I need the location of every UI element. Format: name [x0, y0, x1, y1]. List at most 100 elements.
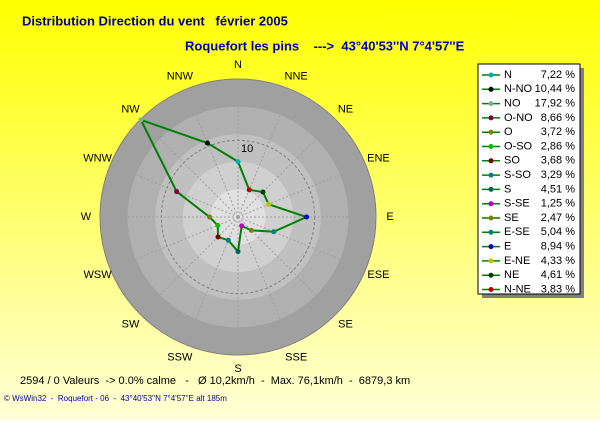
rose-point — [204, 140, 210, 146]
spoke — [110, 163, 239, 218]
legend-value: 8,66 % — [541, 112, 575, 124]
direction-label: E — [386, 211, 393, 223]
legend-name: E — [504, 241, 511, 253]
rose-point — [246, 187, 252, 193]
rose-point — [215, 222, 221, 228]
legend-marker — [488, 144, 494, 149]
legend-marker — [488, 186, 494, 192]
direction-label: W — [81, 211, 92, 223]
legend-marker — [488, 215, 494, 221]
legend-marker — [488, 72, 494, 78]
legend-name: S-SE — [504, 198, 530, 210]
rose-point — [225, 237, 231, 243]
legend-name: SO — [504, 155, 520, 167]
legend-marker — [488, 158, 494, 164]
chart-subtitle: Roquefort les pins ---> 43°40'53''N 7°4'… — [185, 38, 465, 53]
spoke — [237, 216, 366, 271]
legend-marker — [488, 201, 494, 207]
legend-value: 5,04 % — [541, 226, 575, 238]
chart-title: Distribution Direction du vent février 2… — [22, 13, 288, 28]
legend-name: N — [504, 69, 512, 81]
legend-name: SE — [504, 212, 519, 224]
legend-value: 2,86 % — [541, 140, 575, 152]
direction-label: SSE — [285, 351, 307, 363]
direction-label: ENE — [367, 153, 390, 165]
spoke — [184, 89, 239, 218]
legend-marker — [488, 244, 494, 250]
legend-value: 17,92 % — [535, 98, 576, 110]
rose: N NNW NW WNW W WSW SW SSW S SSE SE ESE E ENE NE NNE 10 — [81, 59, 394, 375]
rose-point — [235, 159, 241, 165]
rose-point — [266, 201, 272, 207]
legend-value: 4,61 % — [541, 269, 575, 281]
legend-value: 3,68 % — [541, 155, 575, 167]
legend-name: NO — [504, 98, 521, 110]
direction-label: ESE — [367, 269, 389, 281]
legend-name: NE — [504, 269, 519, 281]
legend-marker — [488, 258, 494, 264]
legend-marker — [488, 101, 494, 107]
rose-point — [260, 189, 266, 195]
legend-value: 7,22 % — [541, 69, 575, 81]
direction-label: WNW — [83, 153, 112, 165]
grid-ring — [160, 139, 316, 295]
rose-point — [215, 234, 221, 240]
legend-value: 8,94 % — [541, 241, 575, 253]
direction-label: NNW — [167, 70, 194, 82]
spoke — [237, 216, 292, 345]
legend-name: N-NO — [504, 83, 533, 95]
rose-point — [206, 214, 212, 220]
credit: © WsWin32 - Roquefort - 06 - 43°40'53''N… — [4, 394, 227, 403]
legend-name: O-SO — [504, 140, 533, 152]
spoke — [110, 216, 239, 271]
legend-name: O-NO — [504, 112, 533, 124]
legend-value: 2,47 % — [541, 212, 575, 224]
rose-point — [174, 189, 180, 195]
direction-label: NW — [121, 103, 140, 115]
legend-items: N 7,22 % N-NO 10,44 % NO 17,92 %O-NO 8,66 % O 3,… — [482, 69, 576, 295]
legend-name: E-SE — [504, 226, 530, 238]
rose-point — [239, 223, 245, 229]
rose-point — [138, 117, 144, 123]
legend-marker — [488, 129, 494, 135]
legend-value: 4,51 % — [541, 183, 575, 195]
legend-marker — [488, 115, 494, 121]
legend-value: 10,44 % — [535, 83, 576, 95]
legend-value: 1,25 % — [541, 198, 575, 210]
legend — [477, 63, 581, 295]
spoke — [237, 216, 336, 315]
legend-value: 4,33 % — [541, 255, 575, 267]
legend-name: S — [504, 183, 511, 195]
direction-label: S — [234, 363, 241, 375]
rose-point — [304, 214, 310, 220]
direction-label: NE — [338, 103, 353, 115]
legend-name: N-NE — [504, 283, 531, 295]
direction-label: NNE — [285, 70, 308, 82]
direction-label: WSW — [84, 269, 113, 281]
legend-value: 3,83 % — [541, 283, 575, 295]
legend-name: E-NE — [504, 255, 530, 267]
direction-label: SE — [338, 318, 353, 330]
legend-value: 3,72 % — [541, 126, 575, 138]
rose-point — [271, 229, 277, 235]
legend-name: S-SO — [504, 169, 531, 181]
legend-name: O — [504, 126, 513, 138]
legend-value: 3,29 % — [541, 169, 575, 181]
rose-point — [235, 249, 241, 255]
legend-marker — [488, 272, 494, 278]
legend-marker — [488, 172, 494, 178]
direction-label: SW — [122, 318, 140, 330]
legend-marker — [488, 287, 494, 292]
r-tick-label: 10 — [241, 143, 253, 155]
spoke — [140, 216, 239, 315]
spoke — [140, 119, 239, 218]
spoke — [237, 119, 336, 218]
legend-marker — [488, 86, 494, 92]
spoke — [237, 163, 366, 218]
spoke — [237, 89, 292, 218]
spoke — [184, 216, 239, 345]
rose-point — [248, 227, 254, 233]
direction-label: N — [234, 59, 242, 71]
legend-marker — [488, 229, 494, 235]
